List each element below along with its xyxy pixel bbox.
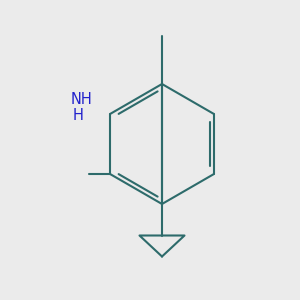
Text: NH: NH bbox=[70, 92, 92, 106]
Text: H: H bbox=[73, 108, 83, 123]
